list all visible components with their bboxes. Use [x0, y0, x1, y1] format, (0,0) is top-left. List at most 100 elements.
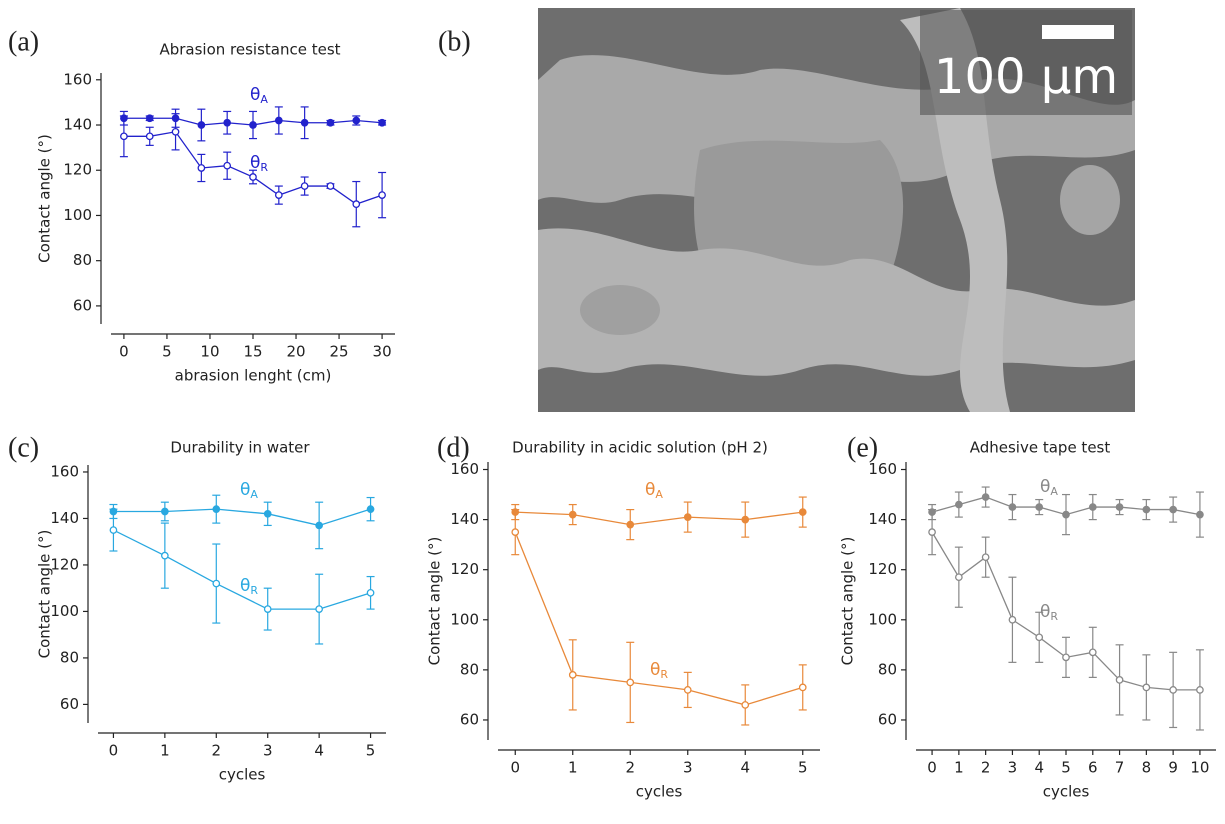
y-tick-label: 100 — [50, 602, 79, 620]
x-tick-label: 8 — [1142, 759, 1152, 777]
series-label: θA — [1040, 477, 1058, 498]
x-tick-label: 3 — [263, 742, 273, 760]
marker — [1009, 617, 1015, 623]
marker — [301, 183, 307, 189]
sem-image: 100 µm — [538, 8, 1135, 412]
y-tick-label: 100 — [868, 610, 897, 628]
y-tick-label: 60 — [60, 695, 79, 713]
marker — [1143, 506, 1149, 512]
y-axis-label: Contact angle (°) — [36, 134, 54, 263]
marker — [353, 201, 359, 207]
marker — [110, 527, 116, 533]
x-tick-label: 9 — [1168, 759, 1178, 777]
series-name: θ — [645, 480, 655, 500]
marker — [956, 574, 962, 580]
x-tick-label: 3 — [683, 759, 693, 777]
x-tick-label: 0 — [927, 759, 937, 777]
series-name: θ — [1040, 477, 1050, 497]
y-tick-label: 120 — [450, 560, 479, 578]
marker — [316, 522, 322, 528]
marker — [1116, 677, 1122, 683]
chart-title: Durability in water — [170, 439, 310, 457]
y-tick-label: 100 — [63, 206, 92, 224]
marker — [172, 129, 178, 135]
series-subscript: R — [660, 668, 668, 681]
marker — [224, 163, 230, 169]
marker — [1170, 687, 1176, 693]
x-axis-label: cycles — [219, 766, 266, 784]
marker — [301, 120, 307, 126]
marker — [929, 529, 935, 535]
marker — [1036, 504, 1042, 510]
x-tick-label: 30 — [373, 343, 392, 361]
series-line — [113, 530, 370, 609]
x-tick-label: 10 — [200, 343, 219, 361]
x-tick-label: 7 — [1115, 759, 1125, 777]
x-tick-label: 1 — [954, 759, 964, 777]
x-tick-label: 5 — [798, 759, 808, 777]
image-structure — [1060, 165, 1120, 235]
marker — [265, 511, 271, 517]
scale-bar — [1042, 25, 1114, 39]
series-name: θ — [240, 480, 250, 500]
series-label: θR — [650, 660, 668, 681]
x-axis-label: cycles — [1043, 783, 1090, 801]
marker — [367, 506, 373, 512]
figure: (b) 100 µm (a)Abrasion resistance test60… — [0, 0, 1225, 824]
x-tick-label: 6 — [1088, 759, 1098, 777]
y-tick-label: 60 — [460, 710, 479, 728]
marker — [1063, 511, 1069, 517]
x-tick-label: 2 — [625, 759, 635, 777]
marker — [570, 511, 576, 517]
marker — [162, 552, 168, 558]
y-tick-label: 160 — [450, 460, 479, 478]
marker — [379, 192, 385, 198]
y-axis-label: Contact angle (°) — [426, 537, 444, 666]
marker — [742, 702, 748, 708]
x-tick-label: 15 — [243, 343, 262, 361]
series-name: θ — [650, 660, 660, 680]
series-label: θA — [250, 85, 268, 106]
marker — [353, 117, 359, 123]
x-tick-label: 0 — [119, 343, 129, 361]
panel-label: (d) — [437, 432, 470, 463]
x-tick-label: 1 — [568, 759, 578, 777]
marker — [121, 133, 127, 139]
y-tick-label: 140 — [63, 116, 92, 134]
x-tick-label: 25 — [330, 343, 349, 361]
marker — [198, 122, 204, 128]
marker — [1197, 511, 1203, 517]
series-label: θR — [240, 576, 258, 597]
marker — [162, 508, 168, 514]
series-label: θA — [240, 480, 258, 501]
marker — [1197, 687, 1203, 693]
marker — [1170, 506, 1176, 512]
marker — [570, 672, 576, 678]
panel-label: (e) — [847, 432, 878, 463]
scale-bar-label: 100 µm — [934, 49, 1118, 105]
marker — [956, 501, 962, 507]
marker — [213, 580, 219, 586]
marker — [742, 516, 748, 522]
x-tick-label: 2 — [212, 742, 222, 760]
marker — [276, 192, 282, 198]
marker — [982, 494, 988, 500]
marker — [982, 554, 988, 560]
y-tick-label: 120 — [50, 555, 79, 573]
y-tick-label: 80 — [460, 660, 479, 678]
series-subscript: A — [260, 93, 268, 106]
series-subscript: A — [655, 488, 663, 501]
chart-title: Abrasion resistance test — [159, 41, 340, 59]
x-tick-label: 4 — [1034, 759, 1044, 777]
marker — [800, 684, 806, 690]
series-name: θ — [250, 85, 260, 105]
panel-label: (c) — [8, 432, 39, 463]
series-label: θR — [1040, 602, 1058, 623]
series-name: θ — [250, 153, 260, 173]
series-label: θR — [250, 153, 268, 174]
y-tick-label: 140 — [868, 510, 897, 528]
x-tick-label: 4 — [314, 742, 324, 760]
marker — [367, 590, 373, 596]
x-tick-label: 20 — [286, 343, 305, 361]
y-tick-label: 80 — [878, 660, 897, 678]
